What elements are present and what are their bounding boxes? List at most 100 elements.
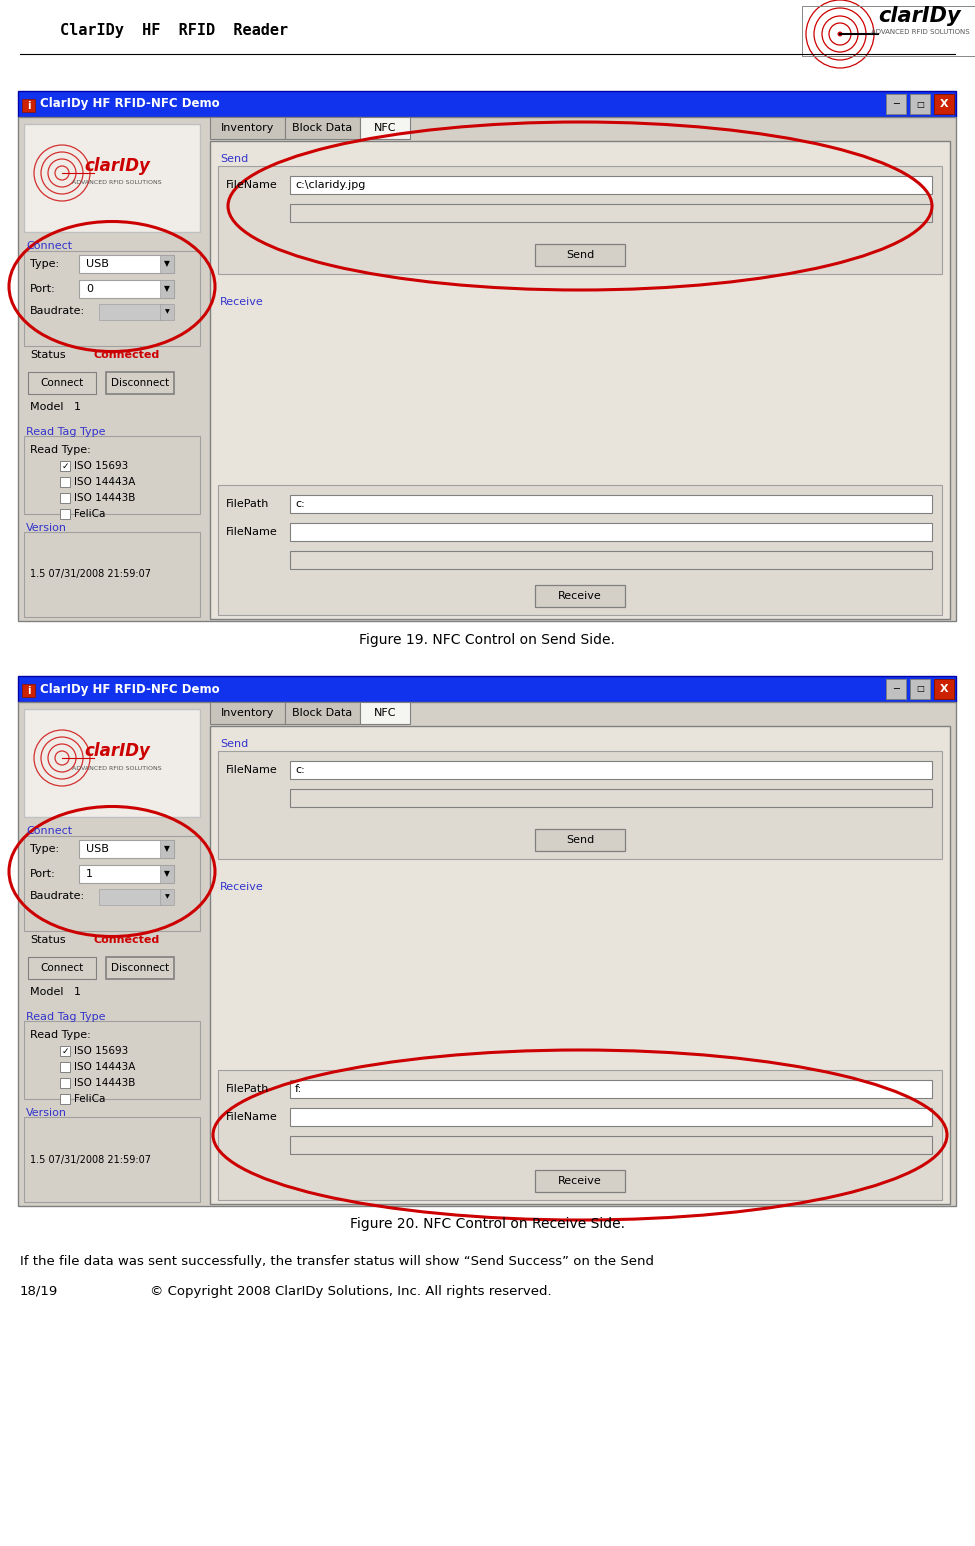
Text: Block Data: Block Data bbox=[292, 124, 353, 133]
Text: Connect: Connect bbox=[26, 826, 72, 836]
Bar bbox=[106, 957, 174, 979]
Text: Receive: Receive bbox=[558, 1177, 602, 1186]
Bar bbox=[160, 305, 174, 320]
Bar bbox=[60, 1047, 70, 1056]
Bar bbox=[290, 1136, 932, 1153]
Text: Read Type:: Read Type: bbox=[30, 445, 91, 455]
Text: 1.5 07/31/2008 21:59:07: 1.5 07/31/2008 21:59:07 bbox=[30, 1155, 151, 1164]
Bar bbox=[934, 679, 954, 699]
Text: ─: ─ bbox=[893, 99, 899, 110]
Text: Receive: Receive bbox=[558, 591, 602, 601]
Bar bbox=[160, 889, 174, 904]
Text: If the file data was sent successfully, the transfer status will show “Send Succ: If the file data was sent successfully, … bbox=[20, 1254, 654, 1268]
Text: Status: Status bbox=[30, 935, 65, 945]
Text: Read Tag Type: Read Tag Type bbox=[26, 427, 105, 438]
Bar bbox=[79, 280, 174, 298]
Bar bbox=[60, 461, 70, 472]
Text: FeliCa: FeliCa bbox=[74, 509, 105, 519]
Bar bbox=[210, 727, 950, 1204]
Text: ✓: ✓ bbox=[61, 462, 69, 470]
Text: ADVANCED RFID SOLUTIONS: ADVANCED RFID SOLUTIONS bbox=[72, 765, 162, 770]
Bar bbox=[24, 250, 200, 346]
Text: Send: Send bbox=[566, 250, 594, 260]
Text: Version: Version bbox=[26, 1108, 67, 1118]
Bar bbox=[290, 761, 932, 779]
Bar bbox=[218, 165, 942, 274]
Bar bbox=[886, 94, 906, 114]
Bar bbox=[290, 176, 932, 193]
Text: clarIDy: clarIDy bbox=[84, 742, 150, 761]
Bar bbox=[28, 957, 96, 979]
Bar bbox=[60, 1095, 70, 1104]
Text: NFC: NFC bbox=[373, 124, 396, 133]
Bar bbox=[60, 493, 70, 502]
Text: ISO 14443A: ISO 14443A bbox=[74, 478, 136, 487]
Text: clarIDy: clarIDy bbox=[878, 6, 961, 26]
Text: Send: Send bbox=[220, 155, 249, 164]
Text: © Copyright 2008 ClarIDy Solutions, Inc. All rights reserved.: © Copyright 2008 ClarIDy Solutions, Inc.… bbox=[150, 1285, 552, 1297]
Text: FileName: FileName bbox=[226, 179, 278, 190]
Text: ▼: ▼ bbox=[165, 895, 170, 900]
Text: FileName: FileName bbox=[226, 527, 278, 536]
Text: □: □ bbox=[916, 685, 924, 694]
Text: ISO 15693: ISO 15693 bbox=[74, 1047, 129, 1056]
Text: i: i bbox=[27, 686, 31, 696]
Bar bbox=[218, 485, 942, 615]
Bar bbox=[99, 305, 164, 320]
Text: ─: ─ bbox=[893, 683, 899, 694]
Text: Type:: Type: bbox=[30, 844, 59, 853]
Text: Connect: Connect bbox=[40, 963, 84, 972]
Text: Model   1: Model 1 bbox=[30, 986, 81, 997]
Bar bbox=[290, 788, 932, 807]
Bar bbox=[535, 584, 625, 608]
Bar bbox=[290, 495, 932, 513]
Bar bbox=[535, 244, 625, 266]
Text: Receive: Receive bbox=[220, 883, 264, 892]
Text: Disconnect: Disconnect bbox=[111, 963, 169, 972]
Bar bbox=[218, 751, 942, 860]
Text: Baudrate:: Baudrate: bbox=[30, 306, 85, 315]
Text: Connected: Connected bbox=[94, 935, 160, 945]
Text: c:\claridy.jpg: c:\claridy.jpg bbox=[295, 179, 366, 190]
Text: c:: c: bbox=[295, 765, 305, 775]
Bar bbox=[24, 532, 200, 617]
Text: Block Data: Block Data bbox=[292, 708, 353, 717]
Text: ▼: ▼ bbox=[164, 284, 170, 294]
Text: clarIDy: clarIDy bbox=[84, 158, 150, 175]
Text: Figure 20. NFC Control on Receive Side.: Figure 20. NFC Control on Receive Side. bbox=[349, 1217, 625, 1231]
Text: X: X bbox=[940, 683, 949, 694]
Bar bbox=[18, 702, 956, 1206]
Bar bbox=[79, 255, 174, 274]
Text: X: X bbox=[940, 99, 949, 110]
Text: FilePath: FilePath bbox=[226, 1084, 269, 1095]
Text: Figure 19. NFC Control on Send Side.: Figure 19. NFC Control on Send Side. bbox=[359, 632, 615, 646]
Bar bbox=[24, 1118, 200, 1201]
Text: USB: USB bbox=[86, 844, 109, 853]
Text: ISO 14443B: ISO 14443B bbox=[74, 493, 136, 502]
Text: 18/19: 18/19 bbox=[20, 1285, 58, 1297]
Bar bbox=[22, 99, 35, 111]
Text: ADVANCED RFID SOLUTIONS: ADVANCED RFID SOLUTIONS bbox=[72, 181, 162, 186]
Text: 0: 0 bbox=[86, 284, 93, 294]
Text: Inventory: Inventory bbox=[220, 708, 274, 717]
Text: Send: Send bbox=[220, 739, 249, 748]
Text: Read Type:: Read Type: bbox=[30, 1030, 91, 1040]
Text: ▼: ▼ bbox=[164, 260, 170, 269]
Text: Disconnect: Disconnect bbox=[111, 379, 169, 388]
Bar bbox=[160, 255, 174, 274]
Text: ClarIDy  HF  RFID  Reader: ClarIDy HF RFID Reader bbox=[60, 23, 289, 37]
Bar bbox=[24, 1020, 200, 1099]
Text: f:: f: bbox=[295, 1084, 302, 1095]
Text: Inventory: Inventory bbox=[220, 124, 274, 133]
Text: ▼: ▼ bbox=[165, 309, 170, 314]
Text: Version: Version bbox=[26, 523, 67, 533]
Bar bbox=[18, 91, 956, 117]
Bar bbox=[24, 124, 200, 232]
Bar bbox=[60, 1078, 70, 1088]
Text: ClarIDy HF RFID-NFC Demo: ClarIDy HF RFID-NFC Demo bbox=[40, 682, 219, 696]
Bar bbox=[210, 117, 285, 139]
Bar bbox=[802, 6, 975, 56]
Text: Send: Send bbox=[566, 835, 594, 846]
Bar bbox=[210, 141, 950, 618]
Bar bbox=[535, 1170, 625, 1192]
